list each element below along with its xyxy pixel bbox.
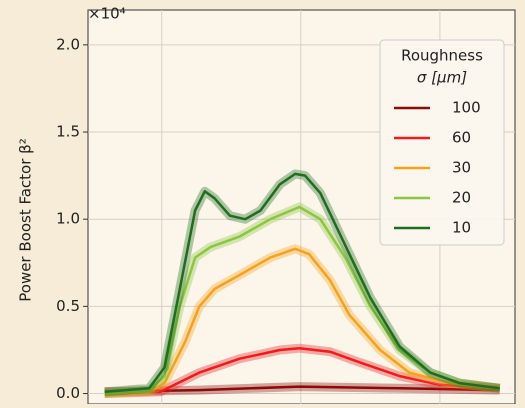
y-multiplier: ×10⁴ [88, 5, 126, 23]
legend-label: 100 [452, 99, 481, 117]
legend-title: σ [μm] [417, 69, 467, 87]
legend-label: 20 [452, 189, 471, 207]
y-tick-label: 0.0 [56, 384, 80, 402]
y-tick-label: 2.0 [56, 35, 80, 53]
y-tick-label: 1.5 [56, 123, 80, 141]
legend-label: 60 [452, 129, 471, 147]
chart: ×10⁴ Power Boost Factor β² 0.0 0.5 1.0 1.5 2… [0, 0, 525, 404]
y-tick-label: 0.5 [56, 297, 80, 315]
legend-label: 10 [452, 219, 471, 237]
legend-label: 30 [452, 159, 471, 177]
y-axis-label: Power Boost Factor β² [17, 138, 35, 302]
y-tick-label: 1.0 [56, 210, 80, 228]
page: {"chart_data": {"type": "line", "y_label… [0, 0, 525, 404]
legend-title: Roughness [401, 47, 483, 65]
